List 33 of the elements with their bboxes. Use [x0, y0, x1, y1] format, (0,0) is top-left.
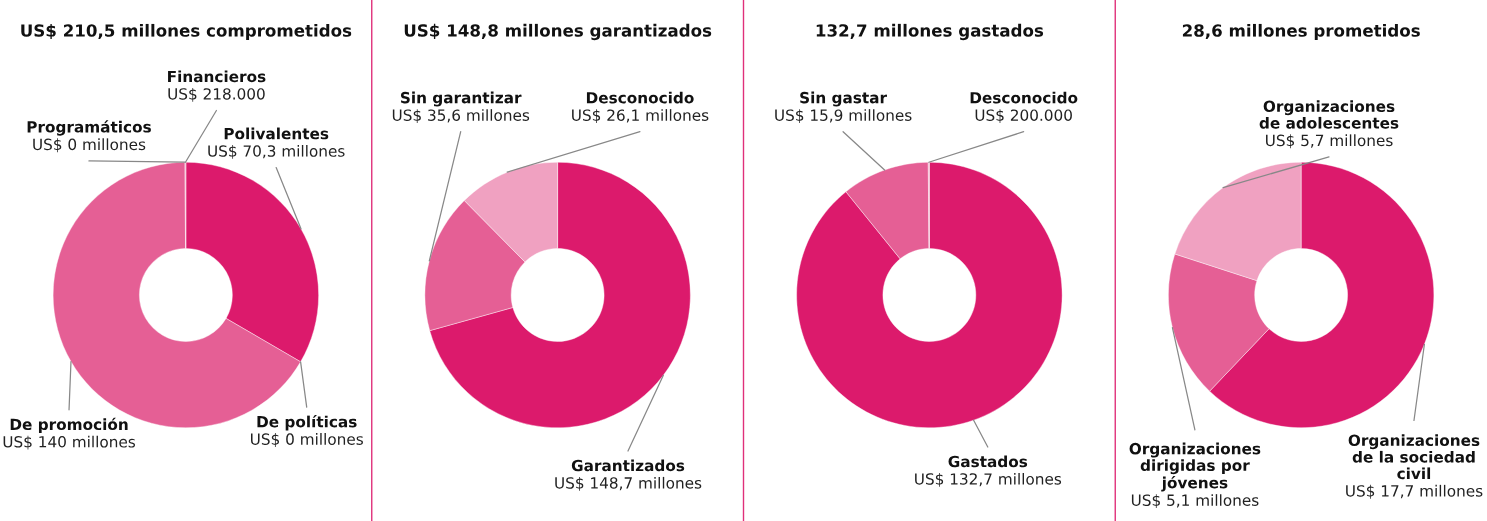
category-label: De políticas	[257, 415, 357, 431]
data-label: US$ 200.000	[975, 109, 1072, 123]
data-label: US$ 132,7 millones	[915, 472, 1062, 487]
data-label: US$ 15,9 millones	[775, 109, 912, 123]
data-label: US$ 17,7 millones	[1346, 484, 1483, 499]
data-label: US$ 70,3 millones	[208, 144, 345, 159]
slice-label: Desconocido	[970, 91, 1078, 104]
slice-label: Garantizados	[571, 459, 685, 472]
slice-label: Polivalentes	[224, 127, 329, 140]
slice-label: Desconocido	[586, 91, 694, 104]
slice-label: Organizaciones de la sociedad civil	[1348, 434, 1480, 480]
data-label: US$ 5,7 millones	[1266, 134, 1393, 149]
data-label: US$ 26,1 millones	[572, 109, 709, 123]
slice-label: De promoción	[10, 417, 128, 434]
data-label: US$ 5,1 millones	[1131, 494, 1259, 509]
text: US$ 0 millones	[251, 433, 363, 447]
slice-label: Gastados	[948, 455, 1028, 468]
chart-title: US$ 210,5 millones comprometidos	[21, 23, 352, 41]
slice-label: Organizaciones de adolescentes	[1259, 100, 1399, 129]
category-label: Programáticos	[27, 120, 151, 136]
chart-title: US$ 148,8 millones garantizados	[404, 23, 712, 41]
slice-label: Financieros	[168, 70, 266, 83]
data-label: US$ 35,6 millones	[392, 109, 530, 123]
text: US$ 0 millones	[33, 138, 146, 153]
slice-label: Sin gastar	[800, 91, 887, 107]
chart-title: 28,6 millones prometidos	[1182, 23, 1420, 41]
data-label: US$ 148,7 millones	[555, 476, 702, 491]
data-label: US$ 218.000	[168, 87, 265, 102]
chart-title: 132,7 millones gastados	[816, 23, 1044, 41]
donut-slice	[796, 161, 1063, 429]
slice-label: Organizaciones dirigidas por jóvenes	[1129, 442, 1261, 492]
data-label: US$ 140 millones	[3, 435, 136, 450]
slice-label: Sin garantizar	[400, 91, 522, 107]
